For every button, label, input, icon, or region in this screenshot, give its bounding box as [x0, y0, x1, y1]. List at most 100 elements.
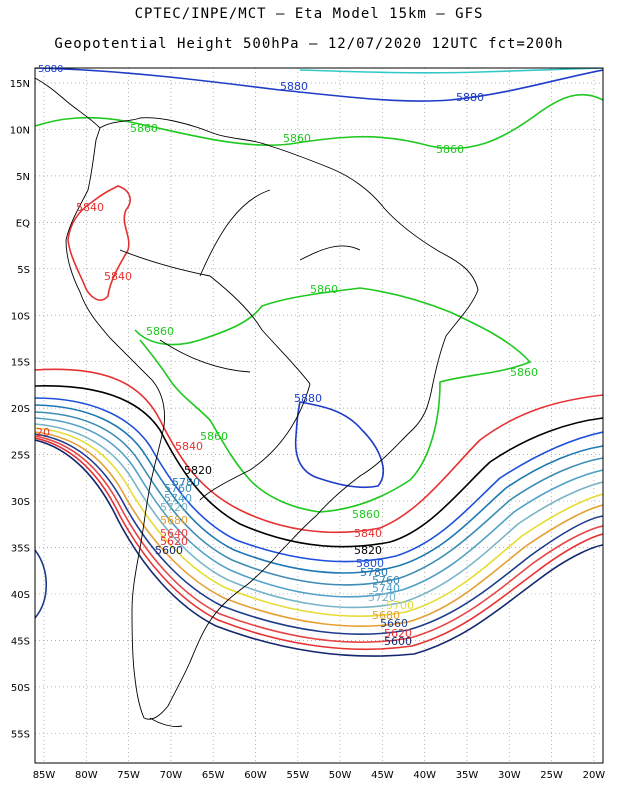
latitude-label: EQ — [16, 218, 30, 229]
contour-5680 — [35, 431, 603, 627]
latitude-label: 15S — [11, 358, 30, 369]
contour-label: 5820 — [184, 464, 212, 477]
contour-5840 — [35, 368, 603, 534]
contour-5780 — [35, 404, 603, 574]
contour-label: 5760 — [164, 482, 192, 495]
longitude-label: 70W — [160, 770, 183, 781]
latitude-label: 45S — [11, 636, 30, 647]
latitude-labels: 15N 10N 5N EQ 5S 10S 15S 20S 25S 30S 35S 40S 45S 50S 5… — [10, 79, 30, 740]
longitude-label: 65W — [202, 770, 225, 781]
longitude-label: 80W — [75, 770, 98, 781]
latitude-label: 10S — [11, 311, 30, 322]
contour-label: 5880 — [38, 64, 63, 75]
contour-label: 5860 — [200, 430, 228, 443]
contour-label: 5760 — [372, 574, 400, 587]
longitude-label: 55W — [286, 770, 309, 781]
contour-5740 — [35, 417, 603, 598]
contour-label: 5840 — [175, 440, 203, 453]
tierra-del-fuego — [149, 717, 183, 727]
longitude-label: 85W — [33, 770, 56, 781]
contour-label: 5860 — [283, 132, 311, 145]
contour-label: 5860 — [510, 366, 538, 379]
contour-label: 5780 — [172, 476, 200, 489]
contour-label: 5600 — [155, 544, 183, 557]
latitude-label: 30S — [11, 497, 30, 508]
contour-label: 5600 — [384, 635, 412, 648]
longitude-label: 75W — [117, 770, 140, 781]
contour-5820 — [35, 385, 603, 548]
longitude-labels: 85W 80W 75W 70W 65W 60W 55W 50W 45W 40W 35W 30W 25W 2… — [33, 770, 606, 781]
contour-5900 — [299, 68, 603, 74]
contour-label: 5640 — [160, 527, 188, 540]
latitude-label: 15N — [10, 79, 30, 90]
contour-southwest-edge — [35, 549, 47, 619]
contour-label: 5860 — [130, 122, 158, 135]
contour-label: 5820 — [354, 544, 382, 557]
latitude-label: 35S — [11, 544, 30, 555]
contour-label: 5880 — [280, 80, 308, 93]
latitude-label: 25S — [11, 451, 30, 462]
contour-label: 5840 — [104, 270, 132, 283]
contour-label: 5860 — [436, 143, 464, 156]
contour-label: 5620 — [160, 535, 188, 548]
contour-5860-north — [35, 93, 603, 150]
longitude-label: 50W — [329, 770, 352, 781]
latitude-label: 5S — [17, 265, 30, 276]
contour-label: 5880 — [294, 392, 322, 405]
contour-lines — [35, 68, 603, 657]
chart-title-line1: CPTEC/INPE/MCT – Eta Model 15km – GFS — [134, 6, 484, 22]
graticule — [35, 68, 603, 763]
longitude-label: 25W — [540, 770, 563, 781]
contour-labels: 5880 5880 5880 5880 5860 5860 5860 5860 … — [36, 64, 538, 648]
contour-label: 5840 — [354, 527, 382, 540]
latitude-label: 5N — [16, 172, 30, 183]
coastlines — [35, 77, 479, 727]
contour-label: 5860 — [352, 508, 380, 521]
contour-label: 5660 — [380, 617, 408, 630]
contour-5720 — [35, 423, 603, 609]
contour-label: 5780 — [360, 566, 388, 579]
contour-5600 — [35, 439, 603, 657]
contour-5620 — [35, 437, 603, 651]
latitude-label: 10N — [10, 125, 30, 136]
latitude-label: 40S — [11, 590, 30, 601]
contour-5880-loop — [294, 401, 384, 489]
central-america-outline — [35, 77, 101, 129]
contour-5860-interior — [134, 287, 532, 513]
contour-label: 5840 — [76, 201, 104, 214]
longitude-label: 20W — [583, 770, 606, 781]
contour-5840-peru — [67, 185, 131, 301]
latitude-label: 55S — [11, 729, 30, 740]
contour-label: 5880 — [456, 91, 484, 104]
contour-label: 5800 — [356, 557, 384, 570]
contour-label: 5720 — [368, 591, 396, 604]
country-borders — [119, 189, 361, 501]
latitude-label: 50S — [11, 683, 30, 694]
contour-5880-north — [35, 68, 603, 102]
longitude-label: 35W — [456, 770, 479, 781]
contour-label: 5620 — [384, 627, 412, 640]
map-frame — [34, 67, 604, 764]
contour-5660 — [35, 433, 603, 635]
contour-label: 5700 — [386, 599, 414, 612]
contour-label: 5860 — [146, 325, 174, 338]
longitude-label: 45W — [371, 770, 394, 781]
contour-label: 5720 — [160, 501, 188, 514]
contour-label: 5680 — [160, 514, 188, 527]
contour-5800 — [35, 397, 603, 563]
contour-label: 5740 — [372, 582, 400, 595]
latitude-label: 20S — [11, 404, 30, 415]
contour-label: 5680 — [372, 609, 400, 622]
longitude-label: 40W — [413, 770, 436, 781]
longitude-label: 60W — [244, 770, 267, 781]
longitude-label: 30W — [498, 770, 521, 781]
contour-label: 20 — [36, 426, 50, 439]
contour-5760 — [35, 411, 603, 586]
contour-label: 5740 — [164, 492, 192, 505]
contour-label: 5860 — [310, 283, 338, 296]
south-america-outline — [65, 117, 479, 720]
contour-5640 — [35, 435, 603, 643]
contour-5700 — [35, 427, 603, 617]
chart-title-line2: Geopotential Height 500hPa – 12/07/2020 … — [54, 36, 564, 52]
